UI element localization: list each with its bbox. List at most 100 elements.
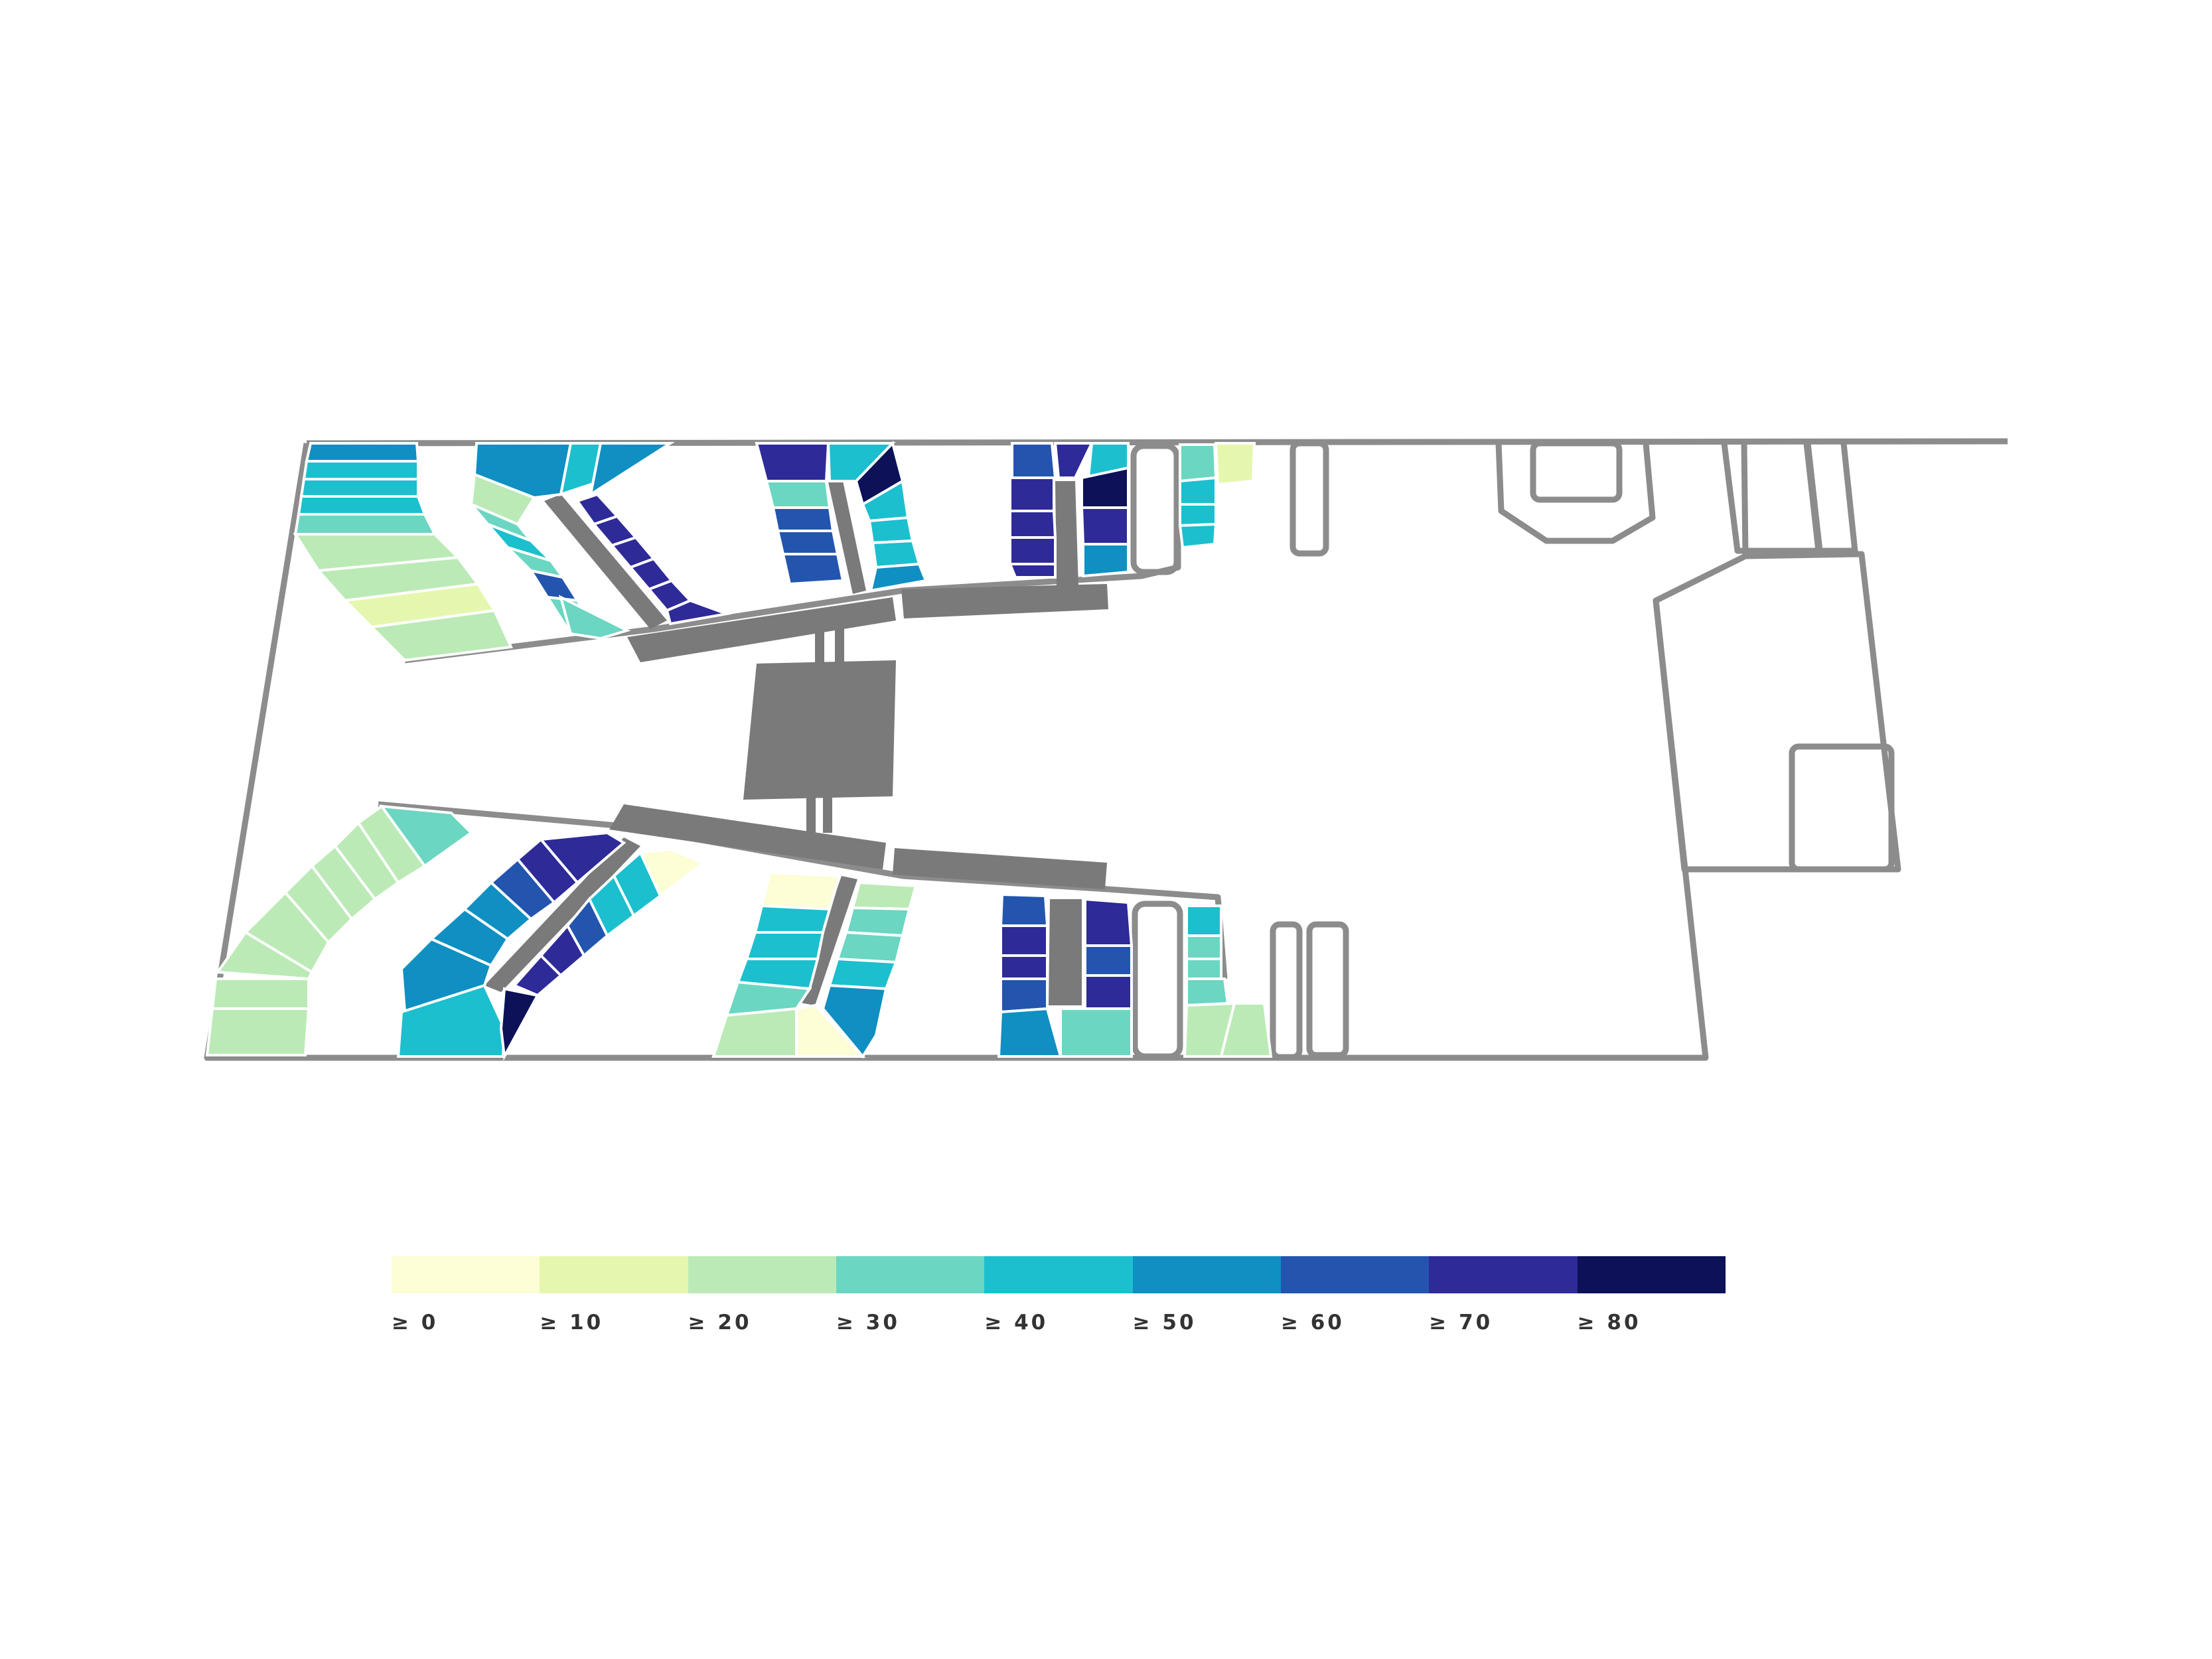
zone-cell: [215, 930, 314, 981]
zone-cell: [753, 904, 832, 934]
zone-cell: [1185, 977, 1230, 1007]
zone-cell: [499, 987, 540, 1061]
zone-cell: [473, 442, 573, 500]
zone-cell: [400, 937, 493, 1014]
zone-cell: [1009, 536, 1057, 565]
zone-cell: [1178, 522, 1218, 549]
top-slot-c: [1306, 921, 1349, 1058]
zone-cell: [999, 954, 1049, 980]
legend-label: ≥ 50: [1132, 1311, 1197, 1334]
bottom-spine-1: [484, 837, 640, 992]
legend-labels: ≥ 0 ≥ 10 ≥ 20 ≥ 30 ≥ 40 ≥ 50 ≥ 60 ≥ 70 ≥…: [392, 1311, 1726, 1337]
zone-cell: [999, 893, 1049, 927]
bottom-walkway-right: [893, 848, 1107, 889]
zone-cell: [821, 983, 888, 1059]
zone-cell: [828, 957, 898, 991]
connector-top-2: [835, 624, 844, 665]
legend-label: ≥ 20: [688, 1311, 752, 1334]
top-walkway-left: [627, 597, 896, 662]
connector-top-1: [815, 624, 824, 665]
zone-cell: [999, 924, 1049, 957]
bottom-walkway-left: [609, 804, 886, 869]
zone-cell: [528, 569, 580, 603]
zone-cell: [765, 480, 832, 509]
legend-swatch: [540, 1256, 688, 1293]
top-slot-b: [1130, 443, 1180, 575]
zone-cell: [1179, 476, 1217, 506]
top-slot-a: [1290, 440, 1329, 557]
zone-cell: [711, 1007, 798, 1058]
legend-swatch: [1577, 1256, 1726, 1293]
right-wing-outline: [1653, 551, 1901, 873]
legend-label: ≥ 10: [540, 1311, 604, 1334]
bottom-slot-b: [1270, 921, 1303, 1060]
zone-cell: [1084, 944, 1133, 977]
legend-swatch: [984, 1256, 1133, 1293]
zone-cell: [1179, 443, 1218, 483]
zone-cell: [1082, 543, 1130, 578]
bottom-spine-3: [1049, 899, 1082, 1005]
zone-cell: [558, 595, 631, 640]
top-spine-1: [544, 494, 667, 629]
zone-cell: [844, 906, 911, 938]
zone-cell: [293, 513, 437, 536]
zone-cell: [771, 506, 835, 532]
zone-cell: [1084, 974, 1133, 1010]
top-entrance-inner: [1530, 440, 1623, 503]
zone-cell: [851, 881, 918, 911]
zone-cell: [999, 977, 1049, 1014]
top-spine-2: [828, 481, 866, 594]
legend-swatch: [1429, 1256, 1578, 1293]
zone-cell: [368, 609, 513, 662]
zone-cell: [836, 930, 905, 964]
zone-cell: [205, 1007, 311, 1056]
zone-cell: [1009, 476, 1055, 512]
zone-cell: [1185, 904, 1222, 937]
zone-cell: [776, 530, 840, 555]
legend-label: ≥ 60: [1280, 1311, 1345, 1334]
zone-cell: [1084, 897, 1134, 947]
zone-cell: [1059, 1007, 1133, 1058]
zone-cell: [760, 871, 842, 911]
zone-cell: [867, 516, 915, 545]
top-entrance-bay: [1495, 443, 1656, 544]
legend-swatch: [1280, 1256, 1430, 1293]
zone-cell: [299, 478, 419, 498]
legend-label: ≥ 40: [984, 1311, 1049, 1334]
zone-cell: [210, 977, 310, 1010]
zone-cell: [1185, 958, 1222, 980]
zone-cell: [297, 495, 427, 516]
zone-cell: [1009, 510, 1057, 539]
zone-cell: [745, 931, 825, 960]
top-walkway-right: [901, 584, 1108, 618]
legend-label: ≥ 0: [392, 1311, 439, 1334]
color-legend: ≥ 0 ≥ 10 ≥ 20 ≥ 30 ≥ 40 ≥ 50 ≥ 60 ≥ 70 ≥…: [392, 1256, 1726, 1334]
zone-cell: [781, 553, 845, 586]
legend-swatch: [1132, 1256, 1281, 1293]
central-structure: [484, 481, 1108, 1005]
zone-cell: [1219, 1002, 1273, 1058]
zone-cell: [755, 442, 830, 482]
zone-cell: [305, 442, 420, 463]
top-right-room-b: [1805, 443, 1858, 554]
legend-label: ≥ 70: [1429, 1311, 1493, 1334]
top-spine-3: [1055, 481, 1078, 587]
zone-cell: [997, 1007, 1063, 1058]
zone-cell: [1185, 934, 1222, 960]
legend-color-scale: [392, 1256, 1726, 1293]
zone-cell: [1214, 442, 1256, 486]
zone-cell: [1179, 503, 1217, 528]
legend-swatch: [688, 1256, 836, 1293]
legend-label: ≥ 30: [836, 1311, 900, 1334]
right-wing-room: [1789, 743, 1895, 873]
zone-cells: [205, 441, 1273, 1061]
connector-bottom-1: [806, 796, 816, 833]
legend-swatch: [836, 1256, 985, 1293]
zone-cell: [665, 599, 732, 626]
legend-swatch: [392, 1256, 540, 1293]
zone-cell: [512, 954, 563, 997]
zone-cell: [1080, 506, 1130, 545]
zone-cell: [869, 562, 928, 593]
zone-cell: [302, 460, 419, 480]
